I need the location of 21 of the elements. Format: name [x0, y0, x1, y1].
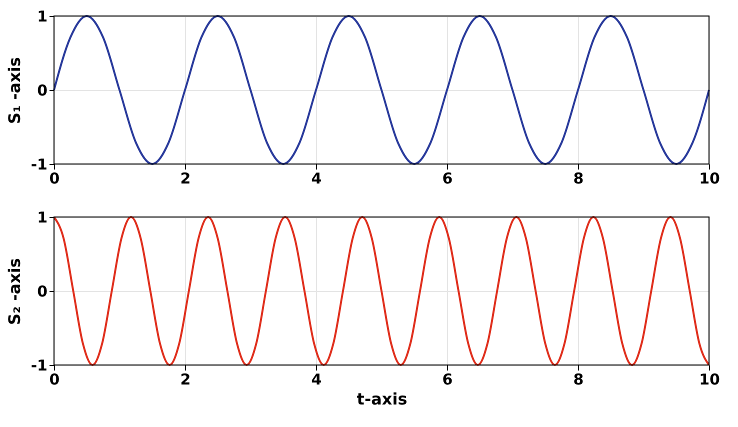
y-axis-title: S₁ -axis [4, 57, 24, 124]
y-tick-label: -1 [30, 156, 48, 174]
x-tick-label: 8 [573, 370, 584, 388]
y-axis-title: S₂ -axis [4, 258, 24, 325]
x-tick-label: 8 [573, 170, 584, 188]
y-tick-label: 1 [37, 208, 48, 226]
y-tick-label: 0 [37, 82, 48, 100]
x-tick-label: 4 [311, 370, 322, 388]
x-tick-label: 0 [49, 370, 60, 388]
x-tick-label: 6 [442, 170, 453, 188]
x-tick-label: 4 [311, 170, 322, 188]
x-axis-title: t-axis [356, 390, 408, 408]
x-tick-label: 0 [49, 170, 60, 188]
x-tick-label: 10 [699, 370, 720, 388]
x-tick-label: 2 [180, 370, 191, 388]
y-tick-label: 0 [37, 282, 48, 300]
x-tick-label: 10 [699, 170, 720, 188]
y-tick-label: 1 [37, 8, 48, 26]
x-tick-label: 6 [442, 370, 453, 388]
y-tick-label: -1 [30, 356, 48, 374]
x-tick-label: 2 [180, 170, 191, 188]
